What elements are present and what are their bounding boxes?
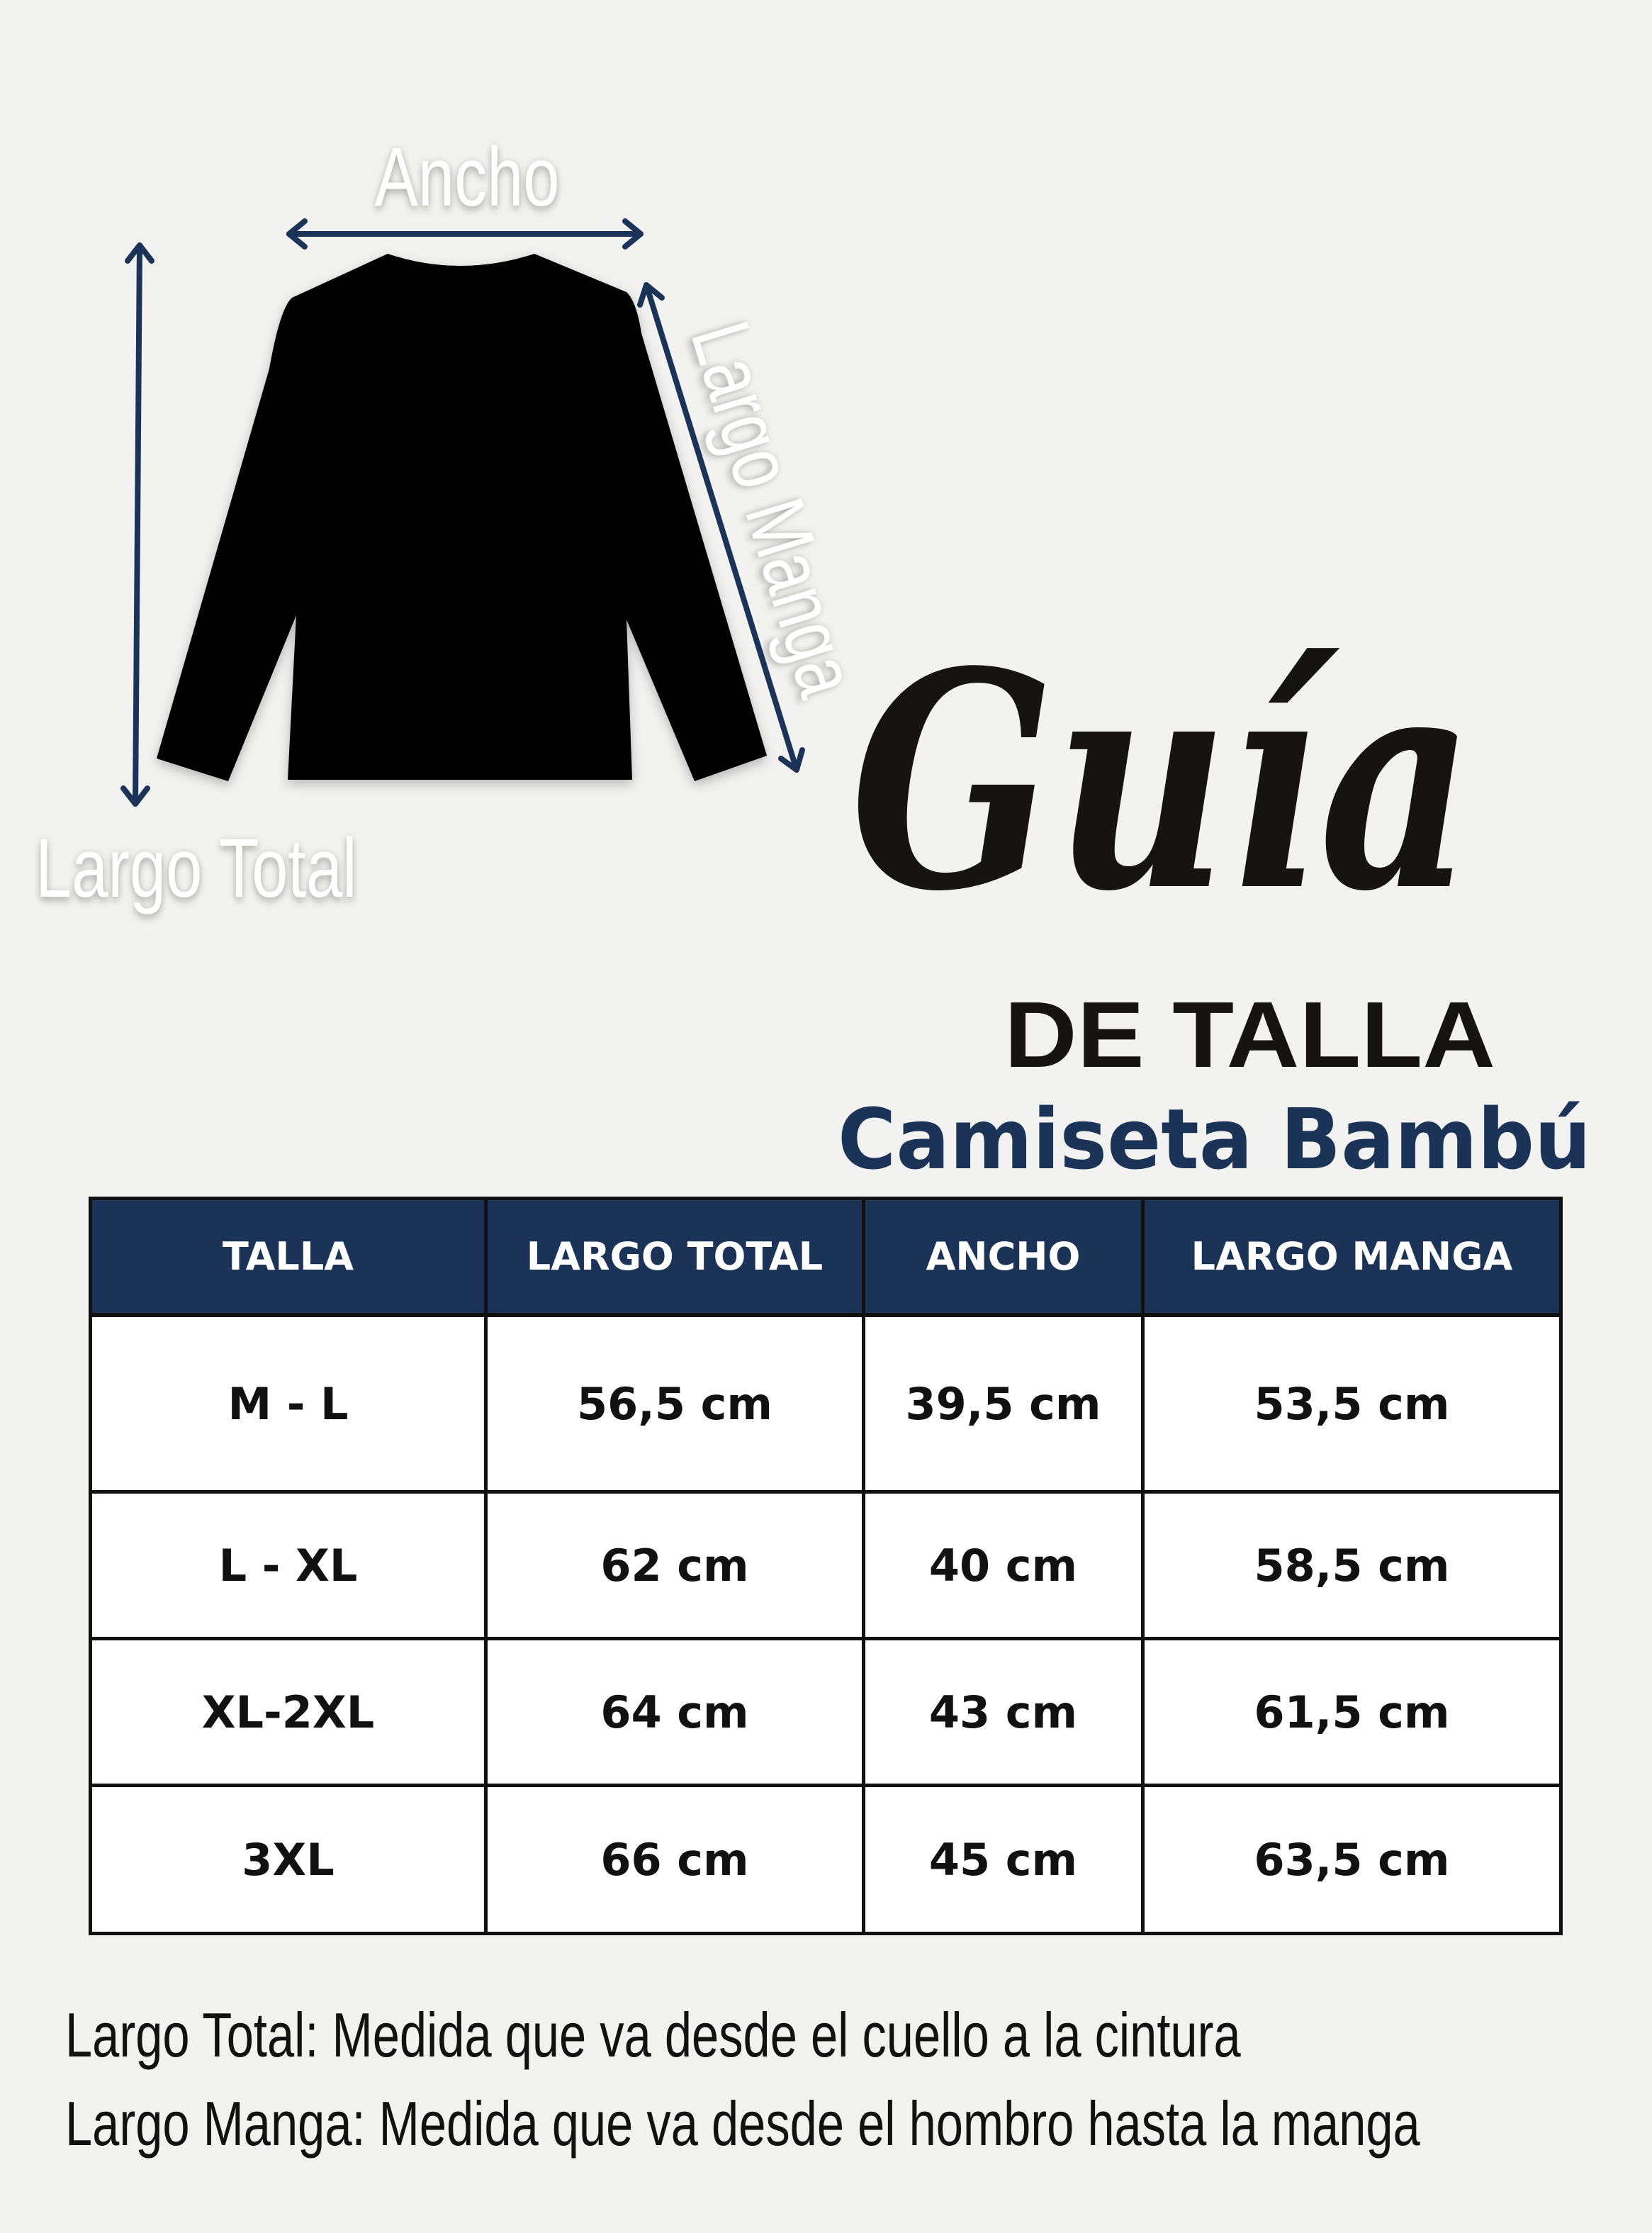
total-length-arrow: [120, 242, 154, 807]
size-diagram: Ancho Largo Total Largo Manga Guía DE TA…: [35, 130, 1591, 1188]
header-size: TALLA: [92, 1200, 488, 1317]
table-cell: 3XL: [92, 1787, 488, 1932]
table-cell: 63,5 cm: [1254, 1833, 1450, 1886]
table-cell: 62 cm: [488, 1494, 865, 1640]
table-cell: 58,5 cm: [1145, 1494, 1559, 1640]
table-cell: XL-2XL: [92, 1640, 488, 1787]
header-total-length: LARGO TOTAL: [488, 1200, 865, 1317]
header-width: ANCHO: [865, 1200, 1145, 1317]
table-cell: 64 cm: [488, 1640, 865, 1787]
table-cell: 66 cm: [488, 1787, 865, 1932]
product-name: Camiseta Bambú: [838, 1090, 1591, 1188]
table-cell: 40 cm: [865, 1494, 1145, 1640]
table-cell: 45 cm: [865, 1787, 1145, 1932]
table-cell: 53,5 cm: [1145, 1317, 1559, 1494]
table-cell: 43 cm: [865, 1640, 1145, 1787]
table-cell: 39,5 cm: [865, 1317, 1145, 1494]
table-cell: M - L: [92, 1317, 488, 1494]
table-cell: 56,5 cm: [488, 1317, 865, 1494]
width-label: Ancho: [375, 130, 560, 224]
shirt-silhouette: [157, 254, 767, 781]
sleeve-length-arrow: [637, 282, 805, 773]
header-sleeve-length: LARGO MANGA: [1145, 1200, 1559, 1317]
title-sub: DE TALLA: [1004, 983, 1495, 1087]
total-length-label: Largo Total: [35, 822, 357, 915]
title-script: Guía: [850, 608, 1474, 957]
note-total-length: Largo Total: Medida que va desde el cuel…: [65, 2000, 1241, 2070]
width-arrow: [286, 218, 644, 250]
size-table: TALLA LARGO TOTAL ANCHO LARGO MANGA M - …: [89, 1197, 1563, 1935]
table-cell: 61,5 cm: [1145, 1640, 1559, 1787]
table-cell: L - XL: [92, 1494, 488, 1640]
note-sleeve-length: Largo Manga: Medida que va desde el homb…: [65, 2088, 1420, 2159]
